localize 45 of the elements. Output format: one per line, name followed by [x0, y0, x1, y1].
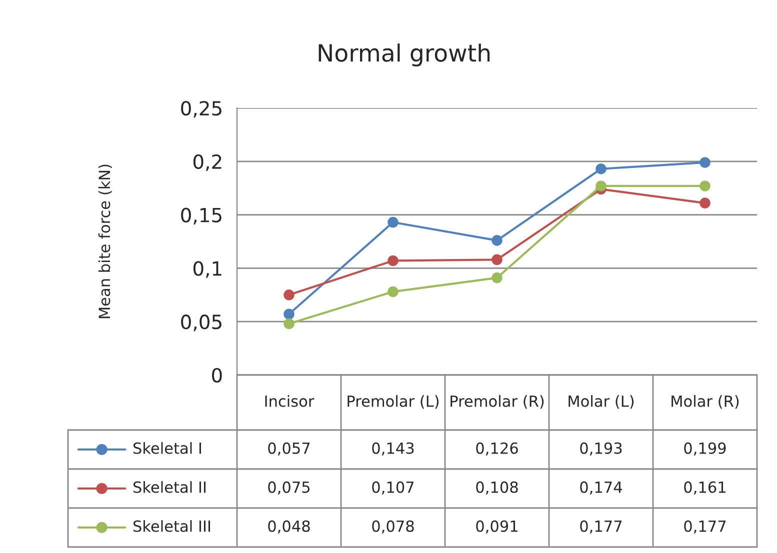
point — [284, 318, 294, 330]
point — [700, 198, 710, 208]
data-label: 0,177 — [684, 520, 726, 534]
point — [388, 286, 398, 298]
legend-label: Skeletal II — [133, 481, 206, 493]
data-label: 0,161 — [684, 481, 726, 494]
y-tick-label: 0 — [212, 368, 222, 383]
data-label: 0,107 — [372, 481, 414, 494]
chart-title: Normal growth — [318, 44, 490, 66]
point — [700, 180, 710, 192]
legend-label: Skeletal I — [133, 442, 201, 454]
data-label: 0,177 — [580, 520, 622, 534]
point — [284, 290, 294, 300]
y-tick-label: 0,1 — [193, 261, 222, 278]
y-tick-label: 0,15 — [181, 208, 222, 224]
point — [596, 163, 606, 174]
x-tick-label: Molar (R) — [672, 395, 739, 409]
x-tick-label: Molar (L) — [568, 395, 634, 409]
data-label: 0,174 — [580, 481, 622, 494]
data-label: 0,057 — [268, 442, 310, 456]
legend-label: Skeletal III — [133, 520, 210, 532]
data-label: 0,199 — [684, 442, 726, 456]
point — [492, 272, 502, 284]
data-label: 0,078 — [372, 520, 414, 534]
point — [284, 308, 294, 320]
y-axis-title: Mean bite force (kN) — [98, 164, 112, 318]
point — [388, 255, 398, 266]
data-label: 0,193 — [580, 442, 622, 456]
y-tick-label: 0,25 — [181, 100, 222, 118]
y-tick-label: 0,2 — [193, 154, 222, 172]
point — [492, 254, 502, 266]
point — [700, 157, 710, 168]
data-label: 0,143 — [372, 442, 414, 456]
point — [596, 180, 606, 192]
data-label: 0,075 — [268, 481, 310, 494]
data-label: 0,108 — [476, 481, 518, 494]
x-tick-label: Premolar (R) — [450, 395, 544, 409]
data-label: 0,126 — [476, 442, 518, 456]
y-tick-label: 0,05 — [181, 314, 222, 332]
x-tick-label: Premolar (L) — [348, 395, 439, 409]
point — [492, 235, 502, 246]
point — [388, 216, 398, 228]
x-tick-label: Incisor — [265, 395, 314, 407]
data-label: 0,048 — [268, 520, 310, 534]
data-label: 0,091 — [476, 520, 518, 534]
